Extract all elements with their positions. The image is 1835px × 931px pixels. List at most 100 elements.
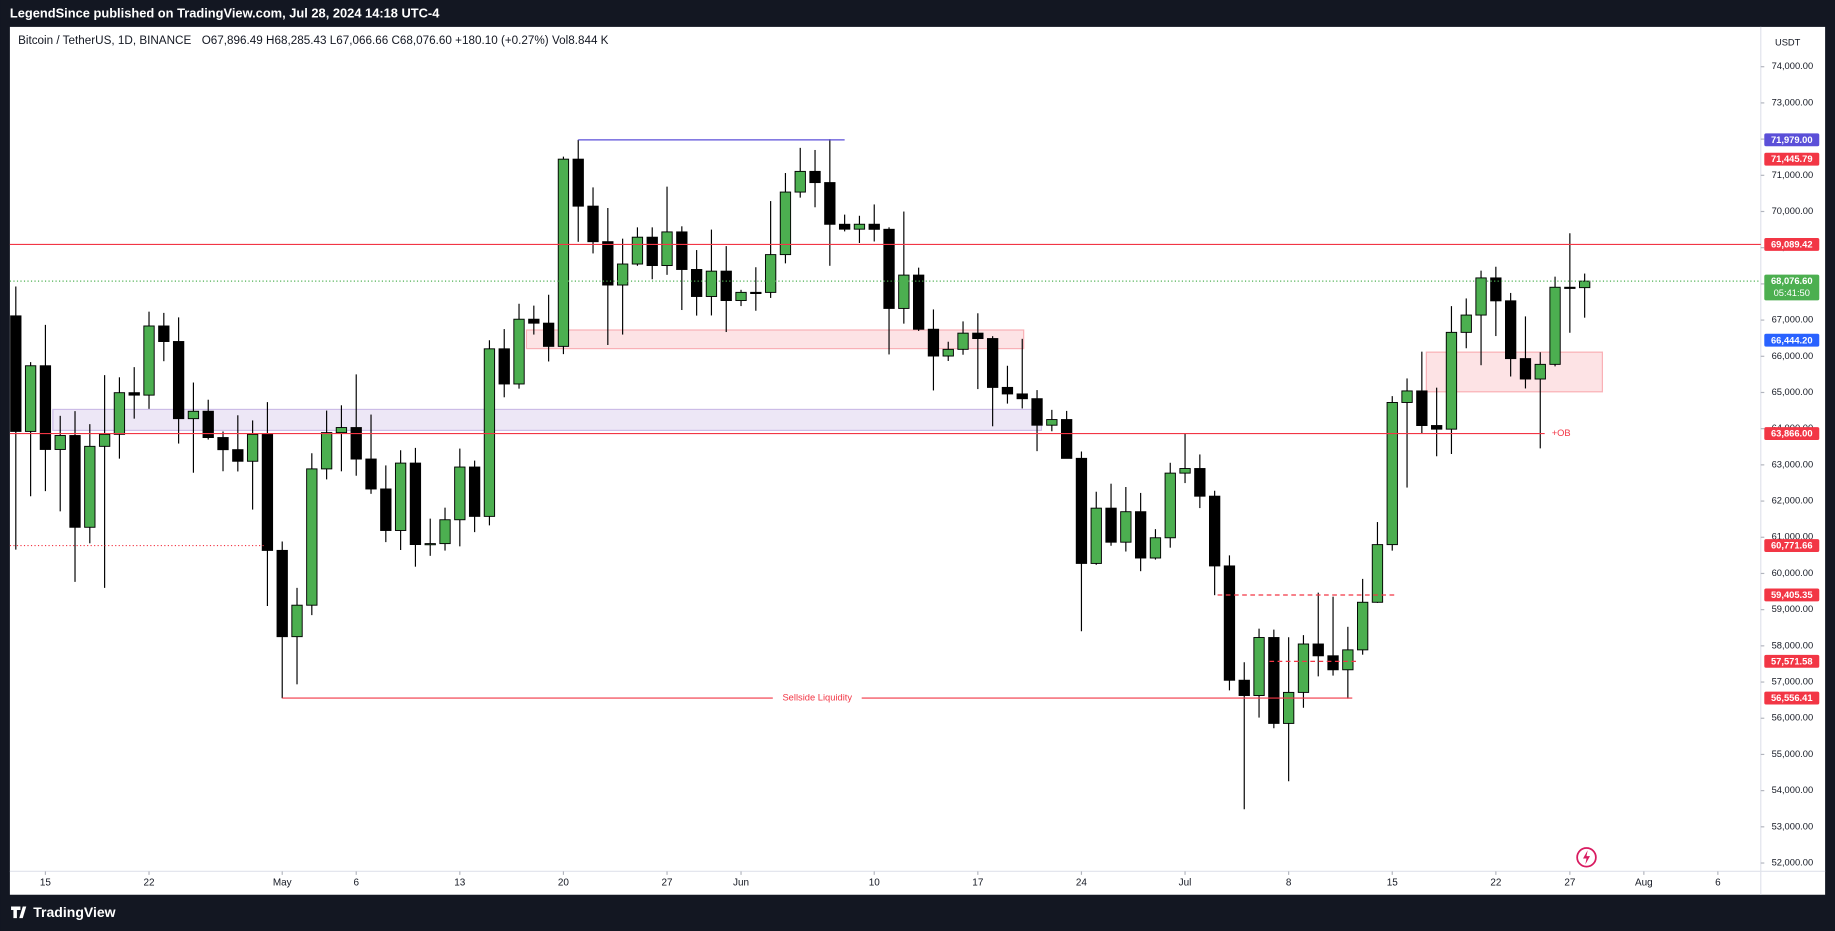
price-label-text: 66,444.20 [1771, 335, 1813, 345]
candle-body [128, 392, 140, 396]
candle-body [572, 158, 584, 207]
y-tick-label: 53,000.00 [1772, 821, 1814, 831]
y-tick-label: 55,000.00 [1772, 749, 1814, 759]
price-label [1764, 654, 1820, 668]
candle-body [424, 543, 436, 546]
candle-body [10, 315, 22, 432]
price-label-text: 71,979.00 [1771, 135, 1813, 145]
candle-body [631, 236, 644, 265]
candle-body [1371, 544, 1384, 603]
y-tick-label: 62,000.00 [1772, 496, 1814, 506]
candle-body [276, 549, 288, 638]
y-tick-label: 71,000.00 [1772, 170, 1814, 180]
candle-body [942, 348, 954, 357]
candle-body [1490, 277, 1502, 302]
candle-body [838, 223, 851, 230]
candle-body [735, 291, 747, 302]
price-label [1764, 539, 1820, 552]
candle-body [217, 437, 229, 451]
candle-body [646, 236, 658, 267]
price-label [1764, 133, 1820, 147]
candle-body [542, 322, 555, 347]
y-tick-label: 66,000.00 [1772, 351, 1814, 361]
candle-body [972, 332, 984, 340]
y-tick-label: 74,000.00 [1772, 61, 1814, 71]
candle-body [513, 318, 525, 385]
y-tick-label: 54,000.00 [1772, 785, 1814, 795]
price-label-text: 69,089.42 [1771, 240, 1813, 250]
icon[interactable] [1576, 847, 1597, 868]
candle-body [306, 468, 318, 606]
x-tick-label: 15 [1387, 878, 1399, 889]
candle-body [1120, 511, 1132, 543]
candle-body [1549, 286, 1561, 365]
countdown: 05:41:50 [1774, 288, 1810, 298]
candle-body [1342, 649, 1354, 671]
candle-body [454, 466, 466, 521]
candle-body [1460, 314, 1472, 333]
candle-body [84, 445, 96, 528]
candle-body [661, 231, 673, 267]
publisher: LegendSince published on TradingView.com… [10, 5, 440, 20]
candle-body [868, 223, 880, 230]
x-tick-label: 22 [1490, 878, 1502, 889]
candle-body [380, 488, 392, 531]
candle-body [1046, 419, 1058, 426]
candle-body [1505, 300, 1517, 360]
candle-body [439, 519, 451, 545]
candle-body [1238, 679, 1250, 696]
candle-body [24, 365, 37, 432]
candle-body [528, 318, 540, 324]
candle-body [39, 365, 52, 450]
price-label [1764, 274, 1820, 301]
y-tick-label: 67,000.00 [1772, 315, 1814, 325]
zone [525, 329, 1025, 350]
price-label [1764, 238, 1820, 251]
candle-body [1223, 565, 1236, 681]
y-tick-label: 60,000.00 [1772, 568, 1814, 578]
y-tick-label: 73,000.00 [1772, 97, 1814, 107]
candle-body [898, 274, 910, 309]
candle-body [1357, 601, 1369, 651]
icon-bolt [1583, 850, 1591, 865]
y-tick-label: 52,000.00 [1772, 857, 1814, 867]
candle-body [1179, 468, 1191, 474]
candle-body [1253, 637, 1265, 696]
candle-body [1001, 386, 1014, 395]
x-tick-label: Jul [1179, 878, 1192, 889]
candle-body [261, 433, 274, 551]
candle-body [779, 191, 792, 256]
y-tick-label: 65,000.00 [1772, 387, 1814, 397]
y-tick-label: 61,000.00 [1772, 532, 1814, 542]
candle-body [764, 254, 777, 293]
price-label-text: 56,556.41 [1771, 693, 1813, 703]
candle-body [1564, 286, 1576, 289]
brand: TradingView [33, 904, 115, 920]
price-label-text: 63,866.00 [1771, 429, 1813, 439]
candle-body [291, 604, 303, 638]
annotation-bg [772, 692, 862, 704]
candle-body [1445, 331, 1458, 430]
candle-body [1134, 511, 1147, 559]
candle-body [468, 466, 481, 517]
candle-body [350, 427, 362, 460]
candle-body [1105, 507, 1117, 543]
x-tick-label: 10 [869, 878, 881, 889]
candle-body [1534, 363, 1546, 380]
candle-body [1149, 537, 1162, 559]
x-tick-label: 6 [353, 878, 359, 889]
x-tick-label: Aug [1635, 878, 1653, 889]
x-tick-label: 27 [1564, 878, 1576, 889]
candle-body [1075, 457, 1088, 564]
currency: USDT [1775, 38, 1801, 48]
x-tick-label: 6 [1715, 878, 1721, 889]
price-label [1764, 427, 1820, 440]
x-tick-label: 22 [143, 878, 155, 889]
candle-body [1386, 402, 1398, 546]
price-label [1764, 333, 1820, 347]
candle-body [957, 332, 969, 350]
candle-body [98, 433, 111, 447]
candle-body [232, 449, 244, 462]
candle-body [690, 269, 703, 297]
